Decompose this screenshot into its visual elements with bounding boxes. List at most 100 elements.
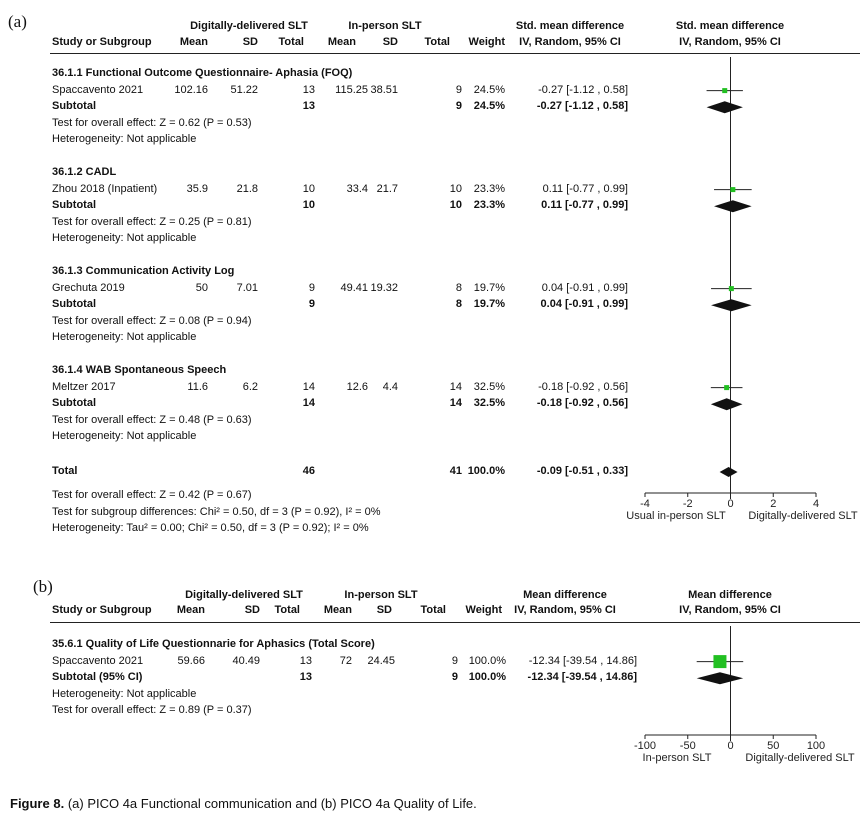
sd1-col-header-b: SD xyxy=(244,604,260,616)
subtotal-total1: 13 xyxy=(302,100,315,113)
study-mean2: 49.41 xyxy=(340,281,368,294)
subtotal-total2: 9 xyxy=(451,671,458,684)
study-weight: 24.5% xyxy=(473,83,505,96)
subgroup-title: 36.1.4 WAB Spontaneous Speech xyxy=(52,364,227,376)
study-weight: 100.0% xyxy=(468,654,506,667)
subtotal-weight: 32.5% xyxy=(473,397,505,410)
study-effect-ci: -0.27 [-1.12 , 0.58] xyxy=(538,83,628,96)
study-total1: 13 xyxy=(299,654,312,667)
x-tick-label: 0 xyxy=(727,498,733,510)
study-sd1: 6.2 xyxy=(242,380,258,393)
subtotal-total2: 9 xyxy=(455,100,462,113)
x-tick-label: 50 xyxy=(767,740,779,752)
study-sd2: 21.7 xyxy=(376,182,398,195)
subgroup-note: Test for overall effect: Z = 0.89 (P = 0… xyxy=(52,704,252,717)
header-rule-a xyxy=(50,53,860,54)
group2-header-a: In-person SLT xyxy=(348,20,422,32)
study-col-header-b: Study or Subgroup xyxy=(52,604,152,616)
subtotal-total2: 8 xyxy=(455,298,462,311)
study-name: Meltzer 2017 xyxy=(52,380,116,393)
subgroup-note: Heterogeneity: Not applicable xyxy=(52,133,197,146)
subtotal-total1: 9 xyxy=(308,298,315,311)
total-total1: 46 xyxy=(302,465,315,477)
subtotal-total1: 10 xyxy=(302,199,315,212)
group1-header-a: Digitally-delivered SLT xyxy=(190,20,308,32)
study-mean2: 33.4 xyxy=(346,182,368,195)
pooled-diamond xyxy=(710,398,743,411)
study-total1: 14 xyxy=(302,380,315,393)
pooled-diamond xyxy=(706,101,743,114)
plot-sub-header-a: IV, Random, 95% CI xyxy=(679,36,781,48)
sd1-col-header-a: SD xyxy=(242,36,258,48)
study-mean1: 50 xyxy=(195,281,208,294)
subtotal-effect-ci: 0.11 [-0.77 , 0.99] xyxy=(541,199,628,212)
total-effect-ci: -0.09 [-0.51 , 0.33] xyxy=(536,465,628,477)
effect-marker xyxy=(713,655,727,669)
study-sd2: 19.32 xyxy=(370,281,398,294)
subgroup-note: Heterogeneity: Not applicable xyxy=(52,687,197,700)
subgroup-note: Test for overall effect: Z = 0.48 (P = 0… xyxy=(52,413,252,426)
study-sd2: 24.45 xyxy=(367,654,395,667)
study-mean1: 35.9 xyxy=(186,182,208,195)
study-mean1: 102.16 xyxy=(174,83,208,96)
subtotal-effect-ci: -0.27 [-1.12 , 0.58] xyxy=(536,100,628,113)
subtotal-label: Subtotal xyxy=(52,199,96,212)
subtotal-label: Subtotal xyxy=(52,397,96,410)
axis-left-label: In-person SLT xyxy=(643,752,712,764)
axis-right-label: Digitally-delivered SLT xyxy=(745,752,855,764)
subgroup-note: Heterogeneity: Not applicable xyxy=(52,331,197,344)
study-sd1: 40.49 xyxy=(232,654,260,667)
study-weight: 19.7% xyxy=(473,281,505,294)
study-name: Grechuta 2019 xyxy=(52,281,125,294)
study-sd1: 51.22 xyxy=(230,83,258,96)
x-tick-label: 0 xyxy=(727,740,733,752)
group1-header-b: Digitally-delivered SLT xyxy=(185,589,303,601)
study-mean2: 12.6 xyxy=(346,380,368,393)
subtotal-total2: 10 xyxy=(449,199,462,212)
study-sd1: 21.8 xyxy=(236,182,258,195)
study-total2: 14 xyxy=(449,380,462,393)
study-total1: 13 xyxy=(302,83,315,96)
effect-marker xyxy=(728,286,734,292)
study-mean2: 115.25 xyxy=(335,83,368,96)
subgroup-note: Test for overall effect: Z = 0.08 (P = 0… xyxy=(52,314,252,327)
x-tick-label: 100 xyxy=(807,740,825,752)
total2-col-header-b: Total xyxy=(420,604,446,616)
pooled-diamond xyxy=(714,200,752,213)
subtotal-weight: 19.7% xyxy=(473,298,505,311)
plot-header-b: Mean difference xyxy=(688,589,772,601)
footer-note: Test for overall effect: Z = 0.42 (P = 0… xyxy=(52,489,252,501)
study-total2: 10 xyxy=(449,182,462,195)
x-tick-label: -4 xyxy=(640,498,650,510)
study-mean1: 11.6 xyxy=(187,380,208,393)
study-mean1: 59.66 xyxy=(177,654,205,667)
subtotal-total2: 14 xyxy=(449,397,462,410)
x-tick-label: -2 xyxy=(683,498,693,510)
footer-note: Heterogeneity: Tau² = 0.00; Chi² = 0.50,… xyxy=(52,522,369,535)
subtotal-weight: 100.0% xyxy=(468,671,506,684)
subgroup-note: Test for overall effect: Z = 0.62 (P = 0… xyxy=(52,116,252,129)
effect-header-a: Std. mean difference xyxy=(515,20,625,32)
figure-caption: Figure 8. (a) PICO 4a Functional communi… xyxy=(10,796,477,811)
study-total1: 9 xyxy=(308,281,315,294)
pooled-diamond xyxy=(711,299,752,312)
subgroup-title: 36.1.3 Communication Activity Log xyxy=(52,265,235,277)
effect-sub-header-a: IV, Random, 95% CI xyxy=(519,36,621,48)
x-tick-label: 2 xyxy=(770,498,776,510)
pooled-diamond xyxy=(719,467,738,477)
study-sd1: 7.01 xyxy=(236,281,258,294)
weight-col-header-a: Weight xyxy=(468,36,505,48)
panel-label-b: (b) xyxy=(33,577,53,596)
effect-sub-header-b: IV, Random, 95% CI xyxy=(514,604,616,616)
weight-col-header-b: Weight xyxy=(465,604,502,616)
study-total2: 8 xyxy=(455,281,462,294)
effect-marker xyxy=(730,187,736,193)
study-total1: 10 xyxy=(302,182,315,195)
study-effect-ci: 0.11 [-0.77 , 0.99] xyxy=(542,182,628,195)
subgroup-note: Heterogeneity: Not applicable xyxy=(52,430,197,443)
sd2-col-header-a: SD xyxy=(382,36,398,48)
caption-text: (a) PICO 4a Functional communication and… xyxy=(67,796,477,811)
total-label: Total xyxy=(52,465,78,477)
subgroup-title: 36.1.1 Functional Outcome Questionnaire-… xyxy=(52,67,353,79)
